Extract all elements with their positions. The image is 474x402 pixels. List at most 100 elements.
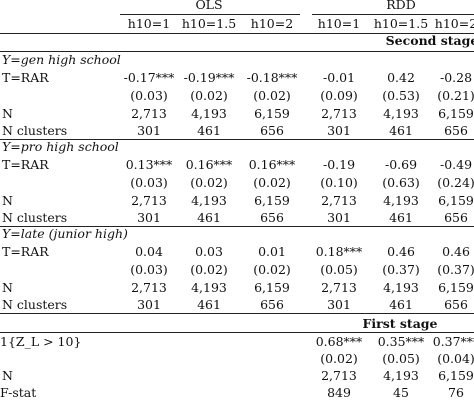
first-stage-n: 4,193 [383,368,419,383]
panel-title-var: Y [2,226,11,241]
observations-cell: 6,159 [438,280,474,295]
column-header: h10=1 [127,16,171,31]
clusters-cell: 461 [197,123,221,138]
coefficient-cell: -0.49 [439,157,473,172]
group-header-ols: OLS [195,0,223,12]
clusters-cell: 461 [389,297,413,312]
observations-cell: 2,713 [321,106,357,121]
standard-error-cell: (0.02) [253,262,291,277]
clusters-cell: 461 [197,210,221,225]
observations-cell: 4,193 [191,280,227,295]
fstat-value: 76 [448,385,464,400]
group-header-rdd: RDD [386,0,416,12]
panel-divider [0,313,474,314]
header-rule [0,33,474,34]
standard-error-cell: (0.37) [437,262,474,277]
observations-cell: 6,159 [254,193,290,208]
column-header: h10=2 [434,16,474,31]
treatment-label: T=RAR [2,70,49,85]
fstat-value: 849 [327,385,351,400]
coefficient-cell: 0.18*** [315,244,363,259]
coefficient-cell: -0.01 [322,70,356,85]
fstat-label: F-stat [0,385,37,400]
standard-error-cell: (0.10) [320,175,358,190]
fstat-value: 45 [393,385,409,400]
standard-error-cell: (0.05) [320,262,358,277]
observations-cell: 2,713 [321,280,357,295]
n-label: N [2,193,13,208]
first-stage-se: (0.04) [437,351,474,366]
first-stage-n: 6,159 [438,368,474,383]
coefficient-cell: 0.46 [442,244,470,259]
rdd-underline [312,14,474,15]
standard-error-cell: (0.53) [382,88,420,103]
standard-error-cell: (0.24) [437,175,474,190]
observations-cell: 2,713 [131,280,167,295]
coefficient-cell: 0.16*** [248,157,296,172]
second-stage-rule [0,51,474,52]
coefficient-cell: -0.17*** [123,70,175,85]
panel-title: Y=late (junior high) [2,226,128,242]
standard-error-cell: (0.02) [253,88,291,103]
coefficient-cell: -0.28 [439,70,473,85]
column-header: h10=1.5 [181,16,237,31]
clusters-cell: 301 [137,297,161,312]
clusters-cell: 301 [137,123,161,138]
observations-cell: 4,193 [191,106,227,121]
coefficient-cell: 0.42 [387,70,415,85]
observations-cell: 6,159 [254,280,290,295]
clusters-cell: 301 [327,123,351,138]
ols-underline [120,14,300,15]
observations-cell: 2,713 [131,193,167,208]
observations-cell: 4,193 [383,193,419,208]
coefficient-cell: -0.18*** [246,70,298,85]
coefficient-cell: 0.13*** [125,157,173,172]
standard-error-cell: (0.09) [320,88,358,103]
clusters-cell: 301 [327,297,351,312]
standard-error-cell: (0.02) [190,262,228,277]
observations-cell: 2,713 [131,106,167,121]
panel-title-var: Y [2,139,11,154]
standard-error-cell: (0.03) [130,88,168,103]
clusters-cell: 656 [444,210,468,225]
coefficient-cell: 0.16*** [185,157,233,172]
panel-title-rest: =pro high school [10,139,119,154]
column-header: h10=1 [317,16,361,31]
standard-error-cell: (0.03) [130,262,168,277]
panel-title: Y=pro high school [2,139,119,155]
coefficient-cell: -0.69 [384,157,418,172]
n-label: N [2,106,13,121]
first-stage-coefficient: 0.68*** [315,334,363,349]
coefficient-cell: -0.19 [322,157,356,172]
standard-error-cell: (0.02) [253,175,291,190]
column-header: h10=2 [250,16,294,31]
first-stage-n-label: N [2,368,13,383]
observations-cell: 6,159 [438,193,474,208]
coefficient-cell: -0.19*** [183,70,235,85]
standard-error-cell: (0.63) [382,175,420,190]
standard-error-cell: (0.03) [130,175,168,190]
coefficient-cell: 0.03 [195,244,223,259]
standard-error-cell: (0.02) [190,88,228,103]
panel-title-rest: =gen high school [10,52,121,67]
coefficient-cell: 0.04 [135,244,163,259]
treatment-label: T=RAR [2,244,49,259]
clusters-cell: 461 [389,123,413,138]
clusters-cell: 656 [260,210,284,225]
standard-error-cell: (0.21) [437,88,474,103]
treatment-label: T=RAR [2,157,49,172]
observations-cell: 4,193 [383,106,419,121]
first-stage-rule [0,332,474,333]
clusters-cell: 656 [260,123,284,138]
clusters-label: N clusters [2,210,68,225]
coefficient-cell: 0.01 [258,244,286,259]
first-stage-coefficient: 0.35*** [377,334,425,349]
panel-title-rest: =late (junior high) [10,226,128,241]
first-stage-coefficient: 0.37*** [432,334,474,349]
observations-cell: 4,193 [383,280,419,295]
instrument-label: 1{Z_L > 10} [0,334,82,349]
panel-divider [0,139,474,140]
standard-error-cell: (0.37) [382,262,420,277]
clusters-label: N clusters [2,123,68,138]
